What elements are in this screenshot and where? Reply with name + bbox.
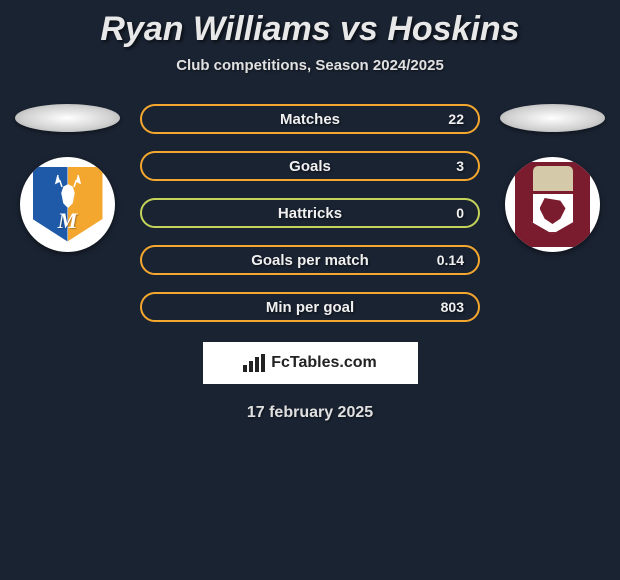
stat-value: 0.14 (437, 252, 464, 268)
brand-name: FcTables.com (271, 354, 377, 372)
date-label: 17 february 2025 (0, 404, 620, 422)
player-avatar-left (15, 104, 120, 132)
subtitle: Club competitions, Season 2024/2025 (0, 57, 620, 74)
club-badge-right (505, 157, 600, 252)
comparison-widget: Ryan Williams vs Hoskins Club competitio… (0, 0, 620, 432)
stat-row-matches: Matches 22 (140, 104, 480, 134)
player-avatar-right (500, 104, 605, 132)
stat-label: Matches (280, 111, 340, 128)
stat-label: Min per goal (266, 299, 354, 316)
stag-icon (50, 173, 86, 213)
mansfield-crest-icon: M (28, 165, 108, 245)
stat-value: 22 (448, 111, 464, 127)
stat-row-goals-per-match: Goals per match 0.14 (140, 245, 480, 275)
stat-value: 3 (456, 158, 464, 174)
left-column: M (15, 104, 120, 252)
club-letter: M (58, 208, 78, 234)
page-title: Ryan Williams vs Hoskins (0, 10, 620, 49)
brand-footer[interactable]: FcTables.com (203, 342, 418, 384)
club-badge-left: M (20, 157, 115, 252)
stat-value: 0 (456, 205, 464, 221)
stat-label: Hattricks (278, 205, 342, 222)
stat-label: Goals per match (251, 252, 369, 269)
stat-value: 803 (441, 299, 464, 315)
content-area: M Matches 22 Goals 3 Hattricks 0 Goals p… (0, 104, 620, 322)
stat-label: Goals (289, 158, 331, 175)
stat-row-min-per-goal: Min per goal 803 (140, 292, 480, 322)
stat-row-goals: Goals 3 (140, 151, 480, 181)
bar-chart-icon (243, 354, 265, 372)
northampton-crest-icon (515, 162, 590, 247)
stat-row-hattricks: Hattricks 0 (140, 198, 480, 228)
right-column (500, 104, 605, 252)
stats-column: Matches 22 Goals 3 Hattricks 0 Goals per… (140, 104, 480, 322)
